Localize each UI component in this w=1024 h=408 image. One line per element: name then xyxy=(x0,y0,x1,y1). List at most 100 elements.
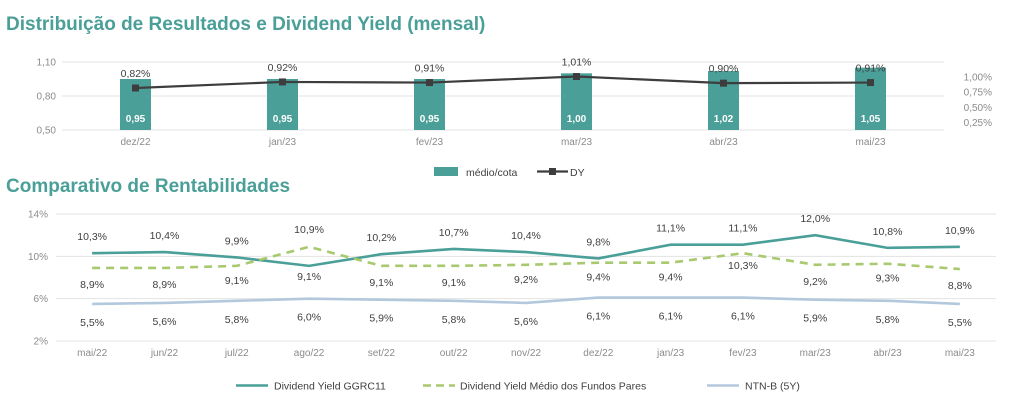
chart2-y-tick: 6% xyxy=(34,294,49,305)
chart1-bar-label: 0,95 xyxy=(420,114,440,125)
chart1-right-tick: 0,75% xyxy=(964,88,992,99)
chart2-data-label: 9,1% xyxy=(442,277,466,289)
chart2-data-label: 9,1% xyxy=(369,277,393,289)
chart1-left-tick: 1,10 xyxy=(37,58,57,69)
chart1-x-tick: jan/23 xyxy=(268,137,297,148)
chart2-data-label: 10,9% xyxy=(294,224,324,236)
chart2-data-label: 5,8% xyxy=(442,314,466,326)
chart2-data-label: 8,9% xyxy=(80,279,104,291)
chart1-dy-label: 0,82% xyxy=(121,68,151,80)
chart1-legend-label: médio/cota xyxy=(466,167,518,179)
chart2-data-label: 10,7% xyxy=(439,227,469,239)
chart2-data-label: 10,3% xyxy=(728,260,758,272)
chart2-legend-label: NTN-B (5Y) xyxy=(745,381,800,393)
chart2-x-tick: mai/22 xyxy=(77,348,107,359)
chart2-data-label: 8,9% xyxy=(152,279,176,291)
chart2-title: Comparativo de Rentabilidades xyxy=(6,176,291,197)
chart2-data-label: 11,1% xyxy=(728,223,757,235)
chart2-data-label: 6,0% xyxy=(297,312,321,324)
chart1-right-tick: 1,00% xyxy=(964,73,992,84)
chart2-data-label: 11,1% xyxy=(656,223,685,235)
chart2-data-label: 10,9% xyxy=(945,225,975,237)
chart2-data-label: 8,8% xyxy=(948,280,972,292)
chart1-dy-line xyxy=(135,75,871,90)
chart2-data-label: 9,4% xyxy=(659,272,683,284)
chart1-dy-marker xyxy=(132,84,139,92)
chart2-data-label: 9,2% xyxy=(514,274,538,286)
chart2-data-label: 10,2% xyxy=(366,232,396,244)
chart2-x-tick: jul/22 xyxy=(224,348,249,359)
chart2-x-tick: nov/22 xyxy=(511,348,541,359)
chart2-data-label: 10,4% xyxy=(511,230,541,242)
chart1-x-tick: mar/23 xyxy=(561,137,593,148)
chart2-data-label: 12,0% xyxy=(800,213,830,225)
chart2-y-tick: 14% xyxy=(28,210,48,221)
chart1-bar xyxy=(414,79,445,130)
chart2-x-tick: set/22 xyxy=(368,348,396,359)
chart2-data-label: 10,3% xyxy=(77,231,107,243)
chart1-x-tick: fev/23 xyxy=(416,137,444,148)
chart2-y-tick: 2% xyxy=(34,337,49,348)
chart1-dy-label: 0,90% xyxy=(709,63,739,75)
chart1-bar xyxy=(855,67,886,130)
chart1-dy-marker xyxy=(426,79,433,87)
chart1-bar-label: 0,95 xyxy=(126,114,146,125)
chart2-data-label: 6,1% xyxy=(586,311,610,323)
chart1-left-tick: 0,80 xyxy=(37,92,57,103)
chart2-data-label: 9,1% xyxy=(297,271,321,283)
chart1-title: Distribuição de Resultados e Dividend Yi… xyxy=(6,14,486,35)
chart2-data-label: 9,1% xyxy=(225,275,249,287)
chart2-data-label: 5,5% xyxy=(948,317,972,329)
chart2-data-label: 10,4% xyxy=(150,230,180,242)
chart2-series-line xyxy=(92,296,960,306)
chart2-data-label: 9,2% xyxy=(803,276,827,288)
chart2-legend-label: Dividend Yield GGRC11 xyxy=(274,381,386,393)
chart1-right-tick: 0,50% xyxy=(964,103,992,114)
chart2-data-label: 6,1% xyxy=(659,311,683,323)
chart2-x-tick: mar/23 xyxy=(800,348,832,359)
chart2-x-tick: abr/23 xyxy=(873,348,902,359)
chart1-dy-marker xyxy=(867,79,874,87)
chart2-x-tick: out/22 xyxy=(440,348,468,359)
chart2-data-label: 9,8% xyxy=(586,236,610,248)
chart1-dy-marker xyxy=(720,79,727,87)
chart1-legend-label: DY xyxy=(570,167,585,179)
chart1-right-tick: 0,25% xyxy=(964,118,992,129)
chart2-data-label: 5,6% xyxy=(514,316,538,328)
chart2-data-label: 6,1% xyxy=(731,311,755,323)
chart2-data-label: 5,8% xyxy=(225,314,249,326)
chart2-data-label: 5,9% xyxy=(803,313,827,325)
chart1-x-tick: abr/23 xyxy=(709,137,738,148)
chart2-data-label: 5,9% xyxy=(369,313,393,325)
chart1-bar-label: 0,95 xyxy=(273,114,293,125)
chart2-data-label: 9,3% xyxy=(876,273,900,285)
chart1-bar-label: 1,05 xyxy=(861,114,881,125)
chart1-x-tick: dez/22 xyxy=(120,137,150,148)
chart1-bar xyxy=(561,73,592,130)
chart1-dy-marker xyxy=(573,73,580,81)
chart1-dy-label: 0,91% xyxy=(415,63,445,75)
chart1-bar-label: 1,00 xyxy=(567,114,587,125)
chart2-series-line xyxy=(92,233,960,268)
chart2-x-tick: fev/23 xyxy=(729,348,757,359)
chart1-bar xyxy=(267,79,298,130)
chart1-legend-swatch-marker xyxy=(549,168,556,175)
chart1-dy-label: 0,91% xyxy=(856,63,886,75)
chart2-x-tick: jan/23 xyxy=(656,348,685,359)
chart2-legend-label: Dividend Yield Médio dos Fundos Pares xyxy=(460,381,646,393)
chart1-left-tick: 0,50 xyxy=(37,126,57,137)
chart2-x-tick: dez/22 xyxy=(583,348,613,359)
chart1-legend-swatch-bar xyxy=(434,167,458,176)
chart1-x-tick: mai/23 xyxy=(855,137,885,148)
chart2-y-tick: 10% xyxy=(28,252,48,263)
chart2-data-label: 9,9% xyxy=(225,235,249,247)
chart1-dy-label: 1,01% xyxy=(562,57,592,69)
chart2-data-label: 5,6% xyxy=(152,316,176,328)
chart2-x-tick: mai/23 xyxy=(945,348,975,359)
chart1-bar-label: 1,02 xyxy=(714,114,734,125)
chart2-data-label: 9,4% xyxy=(586,272,610,284)
chart1-dy-marker xyxy=(279,78,286,86)
chart2-x-tick: ago/22 xyxy=(294,348,325,359)
chart2-series-line xyxy=(92,245,960,271)
